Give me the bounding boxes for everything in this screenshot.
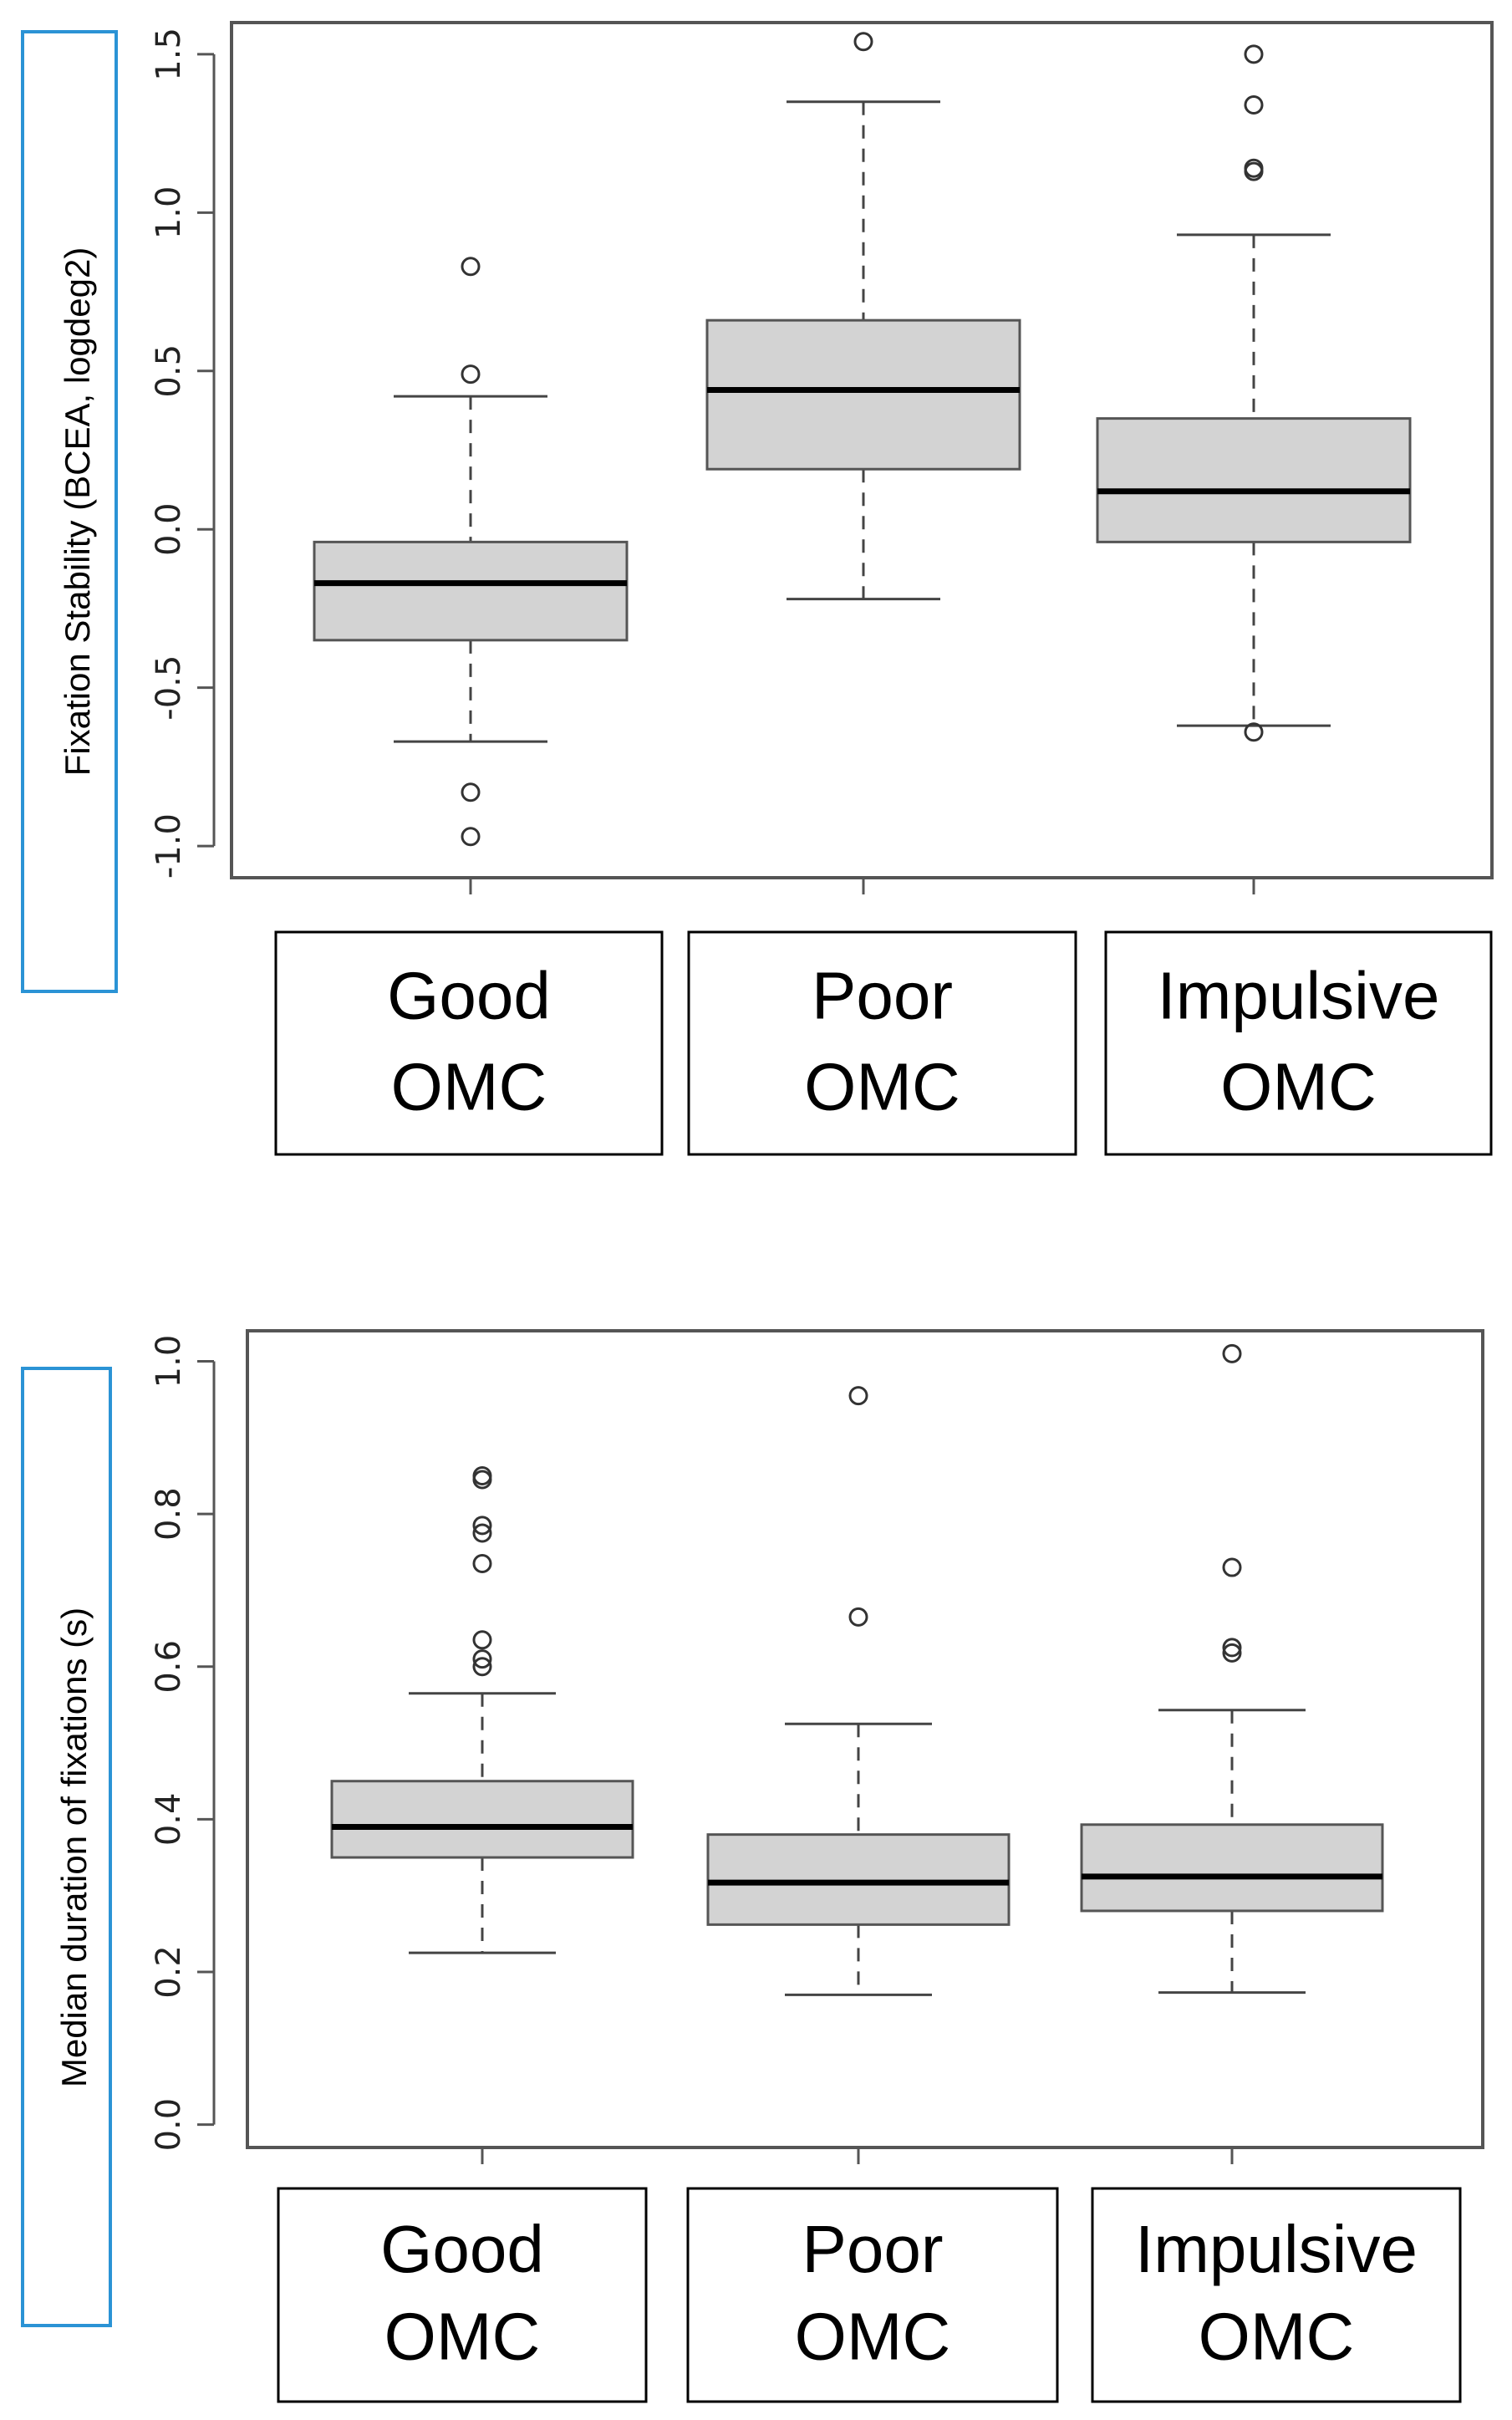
category-line-2: OMC — [384, 2300, 541, 2374]
outlier-point — [472, 1465, 492, 1485]
box-3 — [1080, 1343, 1384, 1995]
iqr-box — [313, 540, 629, 642]
outlier-point — [1244, 722, 1264, 742]
y-axis-label: Fixation Stability (BCEA, logdeg2) — [58, 247, 97, 777]
box-2 — [705, 32, 1021, 601]
outlier-point — [461, 827, 481, 847]
fixation-stability-panel: Fixation Stability (BCEA, logdeg2) -1.0 -… — [21, 21, 1494, 1156]
outlier-point — [472, 1523, 492, 1543]
outlier-point — [1222, 1638, 1242, 1658]
category-line-1: Good — [387, 959, 551, 1033]
iqr-box — [330, 1780, 634, 1859]
outlier-point — [1244, 161, 1264, 181]
outlier-point — [848, 1607, 868, 1627]
category-frame — [1104, 930, 1493, 1156]
y-axis-label: Median duration of fixations (s) — [54, 1607, 94, 2087]
box-1 — [330, 1465, 634, 1954]
y-tick-label: 0.6 — [150, 1640, 188, 1694]
outlier-point — [461, 364, 481, 385]
outlier-point — [472, 1516, 492, 1536]
category-label-3: Impulsive OMC — [1104, 930, 1493, 1156]
category-line-2: OMC — [391, 1050, 547, 1124]
y-tick-label: 0.0 — [150, 2098, 188, 2152]
category-label-3: Impulsive OMC — [1091, 2187, 1462, 2403]
plot-frame — [246, 1329, 1484, 2149]
outlier-point — [1222, 1557, 1242, 1577]
ylabel-frame — [21, 1367, 112, 2327]
outlier-point — [1222, 1643, 1242, 1663]
y-tick-label: 0.8 — [150, 1487, 188, 1541]
box-1 — [313, 257, 629, 847]
category-line-1: Impulsive — [1135, 2212, 1418, 2286]
y-tick-label: 0.2 — [150, 1945, 188, 1999]
category-label-1: Good OMC — [274, 930, 664, 1156]
outlier-point — [1222, 1343, 1242, 1363]
category-frame — [687, 930, 1077, 1156]
y-tick-label: -0.5 — [150, 655, 188, 721]
outlier-point — [472, 1657, 492, 1677]
y-tick-label: 1.0 — [150, 186, 188, 240]
category-label-1: Good OMC — [277, 2187, 648, 2403]
iqr-box — [1080, 1823, 1384, 1913]
category-line-2: OMC — [1220, 1050, 1377, 1124]
iqr-box — [706, 1833, 1011, 1926]
category-line-1: Poor — [812, 959, 953, 1033]
outlier-point — [472, 1553, 492, 1573]
outlier-point — [853, 32, 873, 52]
outlier-point — [472, 1630, 492, 1650]
ylabel-frame — [21, 30, 118, 993]
category-label-2: Poor OMC — [686, 2187, 1059, 2403]
outlier-point — [472, 1649, 492, 1669]
plot-frame — [230, 21, 1494, 879]
outlier-point — [472, 1470, 492, 1490]
category-line-2: OMC — [804, 1050, 960, 1124]
category-frame — [277, 2187, 648, 2403]
category-line-2: OMC — [795, 2300, 951, 2374]
category-line-1: Good — [380, 2212, 544, 2286]
category-line-1: Impulsive — [1158, 959, 1440, 1033]
y-tick-label: 0.4 — [150, 1793, 188, 1847]
y-tick-label: 1.5 — [150, 28, 188, 81]
category-line-1: Poor — [802, 2212, 944, 2286]
box-3 — [1096, 44, 1412, 742]
outlier-point — [848, 1386, 868, 1406]
median-duration-panel: Median duration of fixations (s) 0.0 0.2 0… — [21, 1329, 1484, 2403]
iqr-box — [1096, 417, 1412, 543]
category-frame — [1091, 2187, 1462, 2403]
category-line-2: OMC — [1199, 2300, 1355, 2374]
category-frame — [274, 930, 664, 1156]
y-tick-label: 1.0 — [150, 1335, 188, 1388]
outlier-point — [461, 257, 481, 277]
y-tick-label: 0.0 — [150, 502, 188, 556]
outlier-point — [1244, 44, 1264, 64]
y-tick-label: -1.0 — [150, 813, 188, 879]
category-label-2: Poor OMC — [687, 930, 1077, 1156]
outlier-point — [461, 782, 481, 802]
category-frame — [686, 2187, 1059, 2403]
iqr-box — [705, 318, 1021, 471]
box-2 — [706, 1386, 1011, 1996]
y-tick-label: 0.5 — [150, 344, 188, 398]
outlier-point — [1244, 95, 1264, 115]
